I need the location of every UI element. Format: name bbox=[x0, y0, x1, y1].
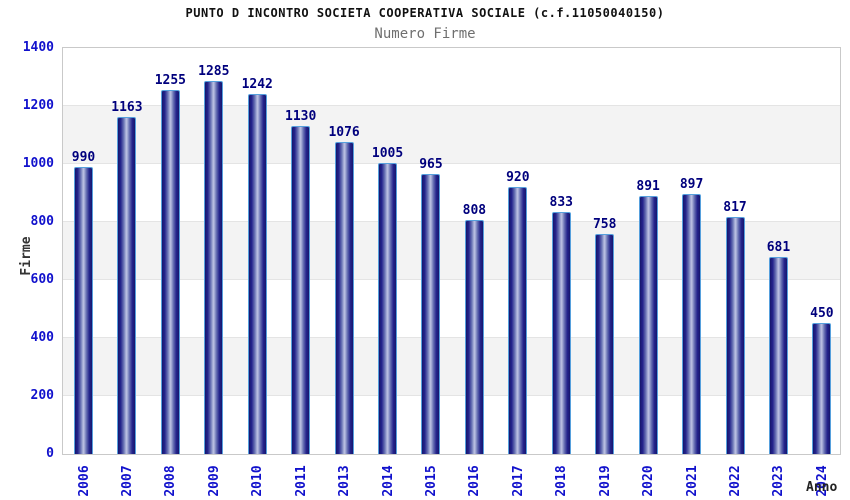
bar-2006 bbox=[74, 167, 93, 454]
bar-2010 bbox=[247, 94, 267, 454]
y-tick-label: 200 bbox=[30, 388, 54, 403]
x-tick-label: 2020 bbox=[640, 465, 656, 497]
bar-2023 bbox=[768, 257, 788, 454]
x-tick-label: 2008 bbox=[162, 465, 178, 497]
x-tick-2014: 2014 bbox=[368, 461, 408, 500]
x-tick-label: 2009 bbox=[206, 465, 222, 497]
bar-2020 bbox=[638, 196, 658, 454]
bar-value-label: 897 bbox=[679, 177, 704, 192]
x-tick-2007: 2007 bbox=[107, 461, 147, 500]
x-tick-2021: 2021 bbox=[672, 461, 712, 500]
x-tick-label: 2006 bbox=[76, 465, 91, 497]
x-tick-label: 2016 bbox=[466, 465, 482, 497]
bar-value-label: 808 bbox=[462, 203, 487, 218]
bar-2017 bbox=[508, 187, 528, 454]
plot-area: 990 1163 1255 1285 1242 1130 1076 1005 965 808 920… bbox=[62, 47, 841, 455]
chart-title: PUNTO D INCONTRO SOCIETA COOPERATIVA SOC… bbox=[185, 6, 665, 20]
x-tick-2017: 2017 bbox=[498, 461, 538, 500]
bar-2013 bbox=[334, 142, 354, 454]
bar-value-label: 758 bbox=[592, 217, 617, 232]
x-tick-2016: 2016 bbox=[454, 461, 494, 500]
x-tick-2015: 2015 bbox=[411, 461, 451, 500]
x-tick-label: 2010 bbox=[249, 465, 265, 497]
bar-2022 bbox=[725, 217, 745, 454]
x-tick-2009: 2009 bbox=[194, 461, 234, 500]
y-tick-label: 400 bbox=[30, 330, 54, 345]
x-tick-2023: 2023 bbox=[758, 461, 798, 500]
bar-2016 bbox=[464, 220, 484, 454]
chart-subtitle: Numero Firme bbox=[374, 26, 476, 42]
bar-value-label: 450 bbox=[810, 306, 834, 321]
y-tick-label: 1400 bbox=[22, 40, 54, 55]
x-tick-label: 2018 bbox=[553, 465, 569, 497]
bar-value-label: 1242 bbox=[241, 77, 273, 92]
bar-value-label: 1130 bbox=[285, 109, 317, 124]
bar-value-label: 1076 bbox=[328, 125, 360, 140]
bar-value-label: 1005 bbox=[371, 146, 404, 161]
y-tick-label: 0 bbox=[46, 446, 54, 461]
x-tick-2011: 2011 bbox=[281, 461, 321, 500]
bar-value-label: 1285 bbox=[198, 64, 230, 79]
bar-value-label: 891 bbox=[636, 179, 660, 194]
bar-value-label: 920 bbox=[506, 170, 530, 185]
bar-value-label: 681 bbox=[766, 240, 791, 255]
x-tick-label: 2017 bbox=[510, 465, 526, 497]
bar-value-label: 1163 bbox=[111, 100, 143, 115]
x-tick-label: 2022 bbox=[727, 465, 743, 497]
y-tick-label: 800 bbox=[30, 214, 54, 229]
x-tick-label: 2019 bbox=[597, 465, 613, 497]
y-tick-label: 1200 bbox=[22, 98, 54, 113]
y-tick-label: 1000 bbox=[22, 156, 54, 171]
bar-value-label: 833 bbox=[549, 195, 574, 210]
x-tick-2006: 2006 bbox=[64, 461, 104, 500]
bar-2015 bbox=[421, 174, 441, 454]
bar-2021 bbox=[682, 194, 702, 454]
y-tick-label: 600 bbox=[30, 272, 54, 287]
bar-value-label: 965 bbox=[419, 157, 443, 172]
bar-2011 bbox=[291, 126, 311, 454]
x-tick-label: 2011 bbox=[293, 465, 309, 497]
x-tick-label: 2013 bbox=[336, 465, 352, 497]
x-tick-2013: 2013 bbox=[324, 461, 364, 500]
x-tick-label: 2023 bbox=[770, 465, 786, 497]
plot-background-bands: 990 1163 1255 1285 1242 1130 1076 1005 965 808 920… bbox=[63, 48, 840, 454]
x-tick-2010: 2010 bbox=[237, 461, 277, 500]
bar-2009 bbox=[204, 81, 224, 454]
x-tick-label: 2015 bbox=[423, 465, 439, 497]
bar-2008 bbox=[160, 90, 180, 454]
bar-value-label: 817 bbox=[723, 200, 747, 215]
x-tick-2019: 2019 bbox=[585, 461, 625, 500]
x-axis-title: Anno bbox=[806, 480, 838, 495]
x-tick-2022: 2022 bbox=[715, 461, 755, 500]
x-tick-2020: 2020 bbox=[628, 461, 668, 500]
bar-2024 bbox=[812, 323, 832, 454]
bar-2019 bbox=[595, 234, 615, 454]
x-tick-label: 2014 bbox=[380, 465, 396, 497]
bar-2018 bbox=[551, 212, 571, 454]
bar-2014 bbox=[378, 163, 398, 454]
x-tick-label: 2007 bbox=[119, 465, 135, 497]
bar-value-label: 990 bbox=[71, 150, 96, 165]
bar-value-label: 1255 bbox=[154, 73, 187, 88]
x-tick-2008: 2008 bbox=[150, 461, 190, 500]
bar-2007 bbox=[117, 117, 137, 454]
x-tick-2018: 2018 bbox=[541, 461, 581, 500]
x-tick-label: 2021 bbox=[684, 465, 700, 497]
x-axis-tick-labels: 2006 2007 2008 2009 2010 2011 2013 2014 2015 2016… bbox=[63, 461, 840, 500]
